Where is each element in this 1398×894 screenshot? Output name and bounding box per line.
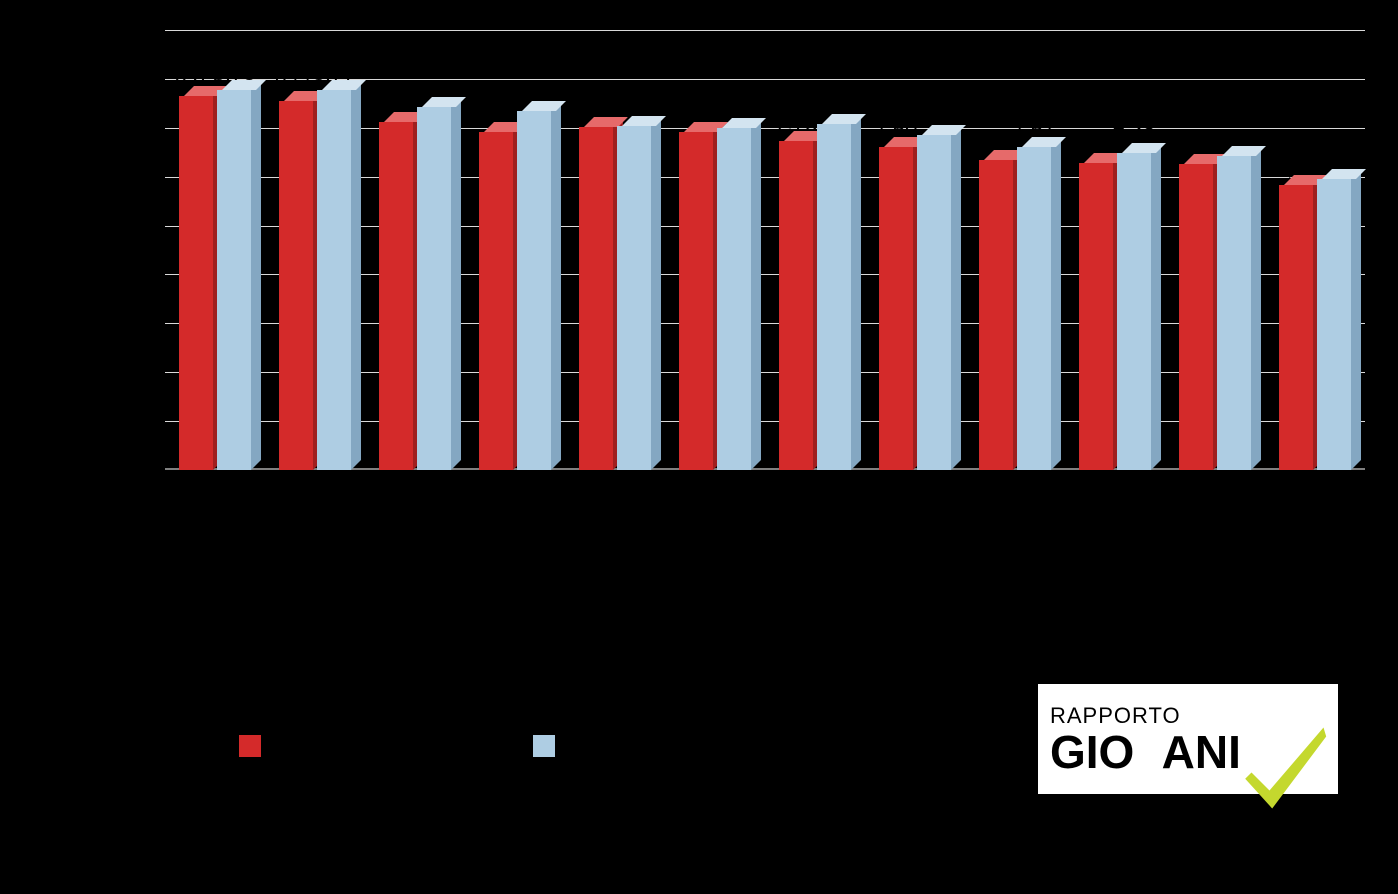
bar-value-label: 7,86 (913, 105, 956, 131)
bar-value-label: 6,96 (1313, 149, 1356, 175)
logo-line2: GIOVANI (1050, 729, 1338, 775)
bar-value-label: 8,00 (713, 98, 756, 124)
logo-rapporto-giovani: RAPPORTO GIOVANI (1038, 684, 1338, 794)
bar: 7,25 (1179, 164, 1213, 470)
y-tick-label: 7 (90, 163, 150, 191)
chart-plot-area: 8,658,788,558,778,128,437,928,348,028,04… (165, 30, 1365, 470)
bar: 8,34 (517, 111, 551, 470)
y-tick-label: 5 (90, 260, 150, 288)
bars-container: 8,658,788,558,778,128,437,928,348,028,04… (165, 30, 1365, 470)
bar: 7,91 (679, 132, 713, 470)
bar-value-label: 7,92 (475, 102, 518, 128)
x-tick-label: Realizzazione professionale (631, 487, 843, 699)
y-tick-label: 10 (90, 16, 150, 44)
y-tick-label: 3 (90, 358, 150, 386)
bar: 7,49 (1117, 153, 1151, 470)
legend-label-a: Voto che daresti tu (271, 730, 486, 761)
bar: 7,34 (979, 160, 1013, 470)
bar-value-label: 8,12 (375, 92, 418, 118)
bar-value-label: 8,34 (513, 81, 556, 107)
bar-value-label: 8,07 (813, 94, 856, 120)
y-tick-label: 2 (90, 407, 150, 435)
bar: 8,00 (717, 128, 751, 470)
x-tick-label: Avere interessi e hobby (362, 487, 543, 668)
bar: 7,73 (779, 141, 813, 470)
legend-swatch-a (239, 735, 261, 757)
bar-value-label: 7,25 (1175, 134, 1218, 160)
bar-value-label: 8,65 (175, 66, 218, 92)
bar: 6,82 (1279, 185, 1313, 470)
bar: 8,77 (317, 90, 351, 470)
bar-value-label: 7,49 (1113, 123, 1156, 149)
bar-value-label: 8,02 (575, 97, 618, 123)
bar: 8,78 (217, 90, 251, 470)
bar: 7,60 (879, 147, 913, 470)
bar: 7,61 (1017, 147, 1051, 470)
bar-value-label: 8,55 (275, 71, 318, 97)
bar-value-label: 7,34 (975, 130, 1018, 156)
y-tick-label: 8 (90, 114, 150, 142)
x-tick-label: Impegnarsi per il sociale (1057, 487, 1243, 673)
bar: 8,07 (817, 124, 851, 470)
x-tick-label: Avere ideali (1044, 487, 1143, 586)
checkmark-icon (1238, 723, 1328, 813)
bar-value-label: 8,43 (413, 77, 456, 103)
y-tick-label: 6 (90, 212, 150, 240)
bar: 8,04 (617, 126, 651, 470)
bar-value-label: 7,91 (675, 102, 718, 128)
bar: 7,86 (917, 135, 951, 470)
bar-value-label: 8,04 (613, 96, 656, 122)
y-tick-label: 9 (90, 65, 150, 93)
bar-value-label: 7,60 (875, 117, 918, 143)
bar-value-label: 7,27 (1075, 133, 1118, 159)
y-tick-label: 1 (90, 456, 150, 484)
bar-value-label: 8,77 (313, 60, 356, 86)
legend-swatch-b (533, 735, 555, 757)
bar: 8,65 (179, 96, 213, 470)
bar: 7,27 (1079, 163, 1113, 470)
legend-item-series-a: Voto che daresti tu (239, 730, 486, 761)
bar: 7,43 (1217, 156, 1251, 470)
bar-value-label: 7,61 (1013, 117, 1056, 143)
y-tick-label: 4 (90, 309, 150, 337)
bar: 6,96 (1317, 179, 1351, 470)
bar-value-label: 8,78 (213, 60, 256, 86)
bar: 8,43 (417, 107, 451, 470)
bar-value-label: 7,43 (1213, 126, 1256, 152)
bar: 8,55 (279, 101, 313, 470)
bar-value-label: 6,82 (1275, 155, 1318, 181)
bar-value-label: 7,73 (775, 111, 818, 137)
bar: 8,02 (579, 127, 613, 470)
bar: 7,92 (479, 132, 513, 470)
bar: 8,12 (379, 122, 413, 470)
